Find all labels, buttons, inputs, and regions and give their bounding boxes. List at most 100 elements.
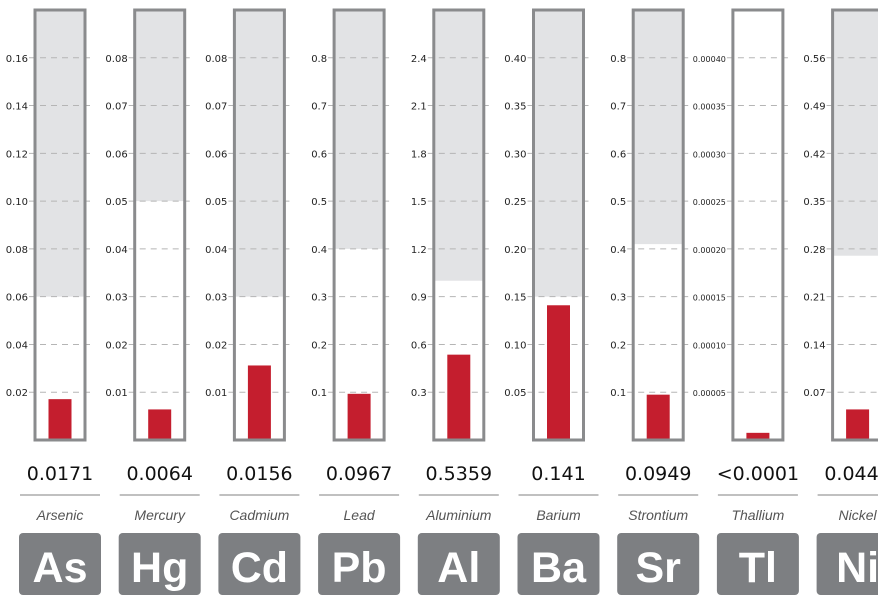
tick-label: 0.00025 xyxy=(693,198,726,207)
symbol-tile xyxy=(617,533,700,595)
value-label: <0.0001 xyxy=(717,463,799,485)
symbol-tile xyxy=(716,533,799,595)
value-label: 0.5359 xyxy=(426,463,492,485)
value-label: 0.0448 xyxy=(824,463,878,485)
tick-label: 0.06 xyxy=(105,149,127,160)
tick-label: 0.02 xyxy=(205,340,227,351)
element-name: Barium xyxy=(536,507,581,523)
value-label: 0.0171 xyxy=(27,463,93,485)
tick-label: 0.15 xyxy=(504,293,526,304)
tick-label: 0.20 xyxy=(504,245,526,256)
tick-label: 0.12 xyxy=(6,149,28,160)
element-name: Cadmium xyxy=(229,507,289,523)
tick-label: 1.8 xyxy=(411,149,427,160)
tick-label: 0.28 xyxy=(803,245,825,256)
tick-label: 0.2 xyxy=(610,340,626,351)
tick-label: 0.07 xyxy=(803,388,825,399)
tick-label: 0.04 xyxy=(6,340,28,351)
element-symbol: Ni xyxy=(836,544,878,592)
limit-band xyxy=(433,10,484,281)
tick-label: 2.1 xyxy=(411,102,427,113)
tick-label: 0.35 xyxy=(504,102,526,113)
limit-band xyxy=(334,10,385,249)
limit-band xyxy=(832,10,878,256)
tick-label: 0.2 xyxy=(311,340,327,351)
element-symbol: Cd xyxy=(231,544,288,592)
tube-frame xyxy=(332,8,386,442)
tick-label: 0.21 xyxy=(803,293,825,304)
symbol-tile xyxy=(218,533,301,595)
tick-label: 0.00040 xyxy=(693,55,726,64)
element-name: Aluminium xyxy=(425,507,492,523)
tick-label: 0.4 xyxy=(610,245,626,256)
tick-label: 0.16 xyxy=(6,54,28,65)
value-bar xyxy=(148,409,172,440)
element-name: Lead xyxy=(344,507,376,523)
tick-label: 0.8 xyxy=(311,54,327,65)
tick-label: 0.00015 xyxy=(693,294,726,303)
tick-label: 0.06 xyxy=(6,293,28,304)
tick-label: 0.04 xyxy=(205,245,227,256)
tick-label: 0.10 xyxy=(6,197,28,208)
element-name: Arsenic xyxy=(36,507,84,523)
tick-label: 0.00010 xyxy=(693,341,726,350)
symbol-tile xyxy=(118,533,201,595)
tick-label: 0.08 xyxy=(205,54,227,65)
tick-label: 0.08 xyxy=(105,54,127,65)
tick-label: 0.1 xyxy=(610,388,626,399)
element-symbol: Sr xyxy=(635,544,681,592)
element-symbol: Hg xyxy=(131,544,188,592)
element-symbol: Pb xyxy=(332,544,387,592)
tick-label: 0.6 xyxy=(411,340,427,351)
tick-label: 0.56 xyxy=(803,54,825,65)
tick-label: 0.05 xyxy=(105,197,127,208)
tick-label: 0.07 xyxy=(205,102,227,113)
tick-label: 0.01 xyxy=(105,388,127,399)
tick-label: 1.5 xyxy=(411,197,427,208)
value-bar xyxy=(247,365,271,440)
element-symbol: Tl xyxy=(739,544,777,592)
tick-label: 0.4 xyxy=(311,245,327,256)
tick-label: 0.04 xyxy=(105,245,127,256)
element-name: Thallium xyxy=(731,507,784,523)
value-label: 0.0949 xyxy=(625,463,691,485)
tick-label: 0.07 xyxy=(105,102,127,113)
tube-frame xyxy=(33,8,87,442)
tick-label: 0.3 xyxy=(610,293,626,304)
value-label: 0.141 xyxy=(531,463,585,485)
value-bar xyxy=(746,432,770,440)
tube-frame xyxy=(133,8,187,442)
tick-label: 0.08 xyxy=(6,245,28,256)
tick-label: 0.3 xyxy=(311,293,327,304)
value-bar xyxy=(547,305,570,440)
tick-label: 0.35 xyxy=(803,197,825,208)
tick-label: 0.42 xyxy=(803,149,825,160)
tick-label: 0.00035 xyxy=(693,103,726,112)
element-name: Nickel xyxy=(839,507,878,523)
tube-frame xyxy=(232,8,286,442)
tick-label: 0.3 xyxy=(411,388,427,399)
tick-label: 0.14 xyxy=(803,340,825,351)
value-bar xyxy=(447,354,471,440)
tick-label: 0.5 xyxy=(311,197,327,208)
tube-frame xyxy=(432,8,486,442)
tick-label: 0.5 xyxy=(610,197,626,208)
value-bar xyxy=(347,393,371,440)
tube-frame xyxy=(731,8,785,442)
symbol-tile xyxy=(517,533,600,595)
tick-label: 0.6 xyxy=(311,149,327,160)
tick-label: 0.00005 xyxy=(693,389,726,398)
tick-label: 2.4 xyxy=(411,54,427,65)
tick-label: 0.9 xyxy=(411,293,427,304)
tick-label: 0.00030 xyxy=(693,150,726,159)
symbol-tile xyxy=(19,533,101,595)
tick-label: 0.1 xyxy=(311,388,327,399)
element-symbol: Ba xyxy=(531,544,587,592)
value-bar xyxy=(846,409,870,440)
value-bar xyxy=(646,394,670,440)
tick-label: 0.05 xyxy=(504,388,526,399)
element-symbol: Al xyxy=(437,544,480,592)
value-bar xyxy=(48,399,72,440)
tick-label: 0.02 xyxy=(105,340,127,351)
